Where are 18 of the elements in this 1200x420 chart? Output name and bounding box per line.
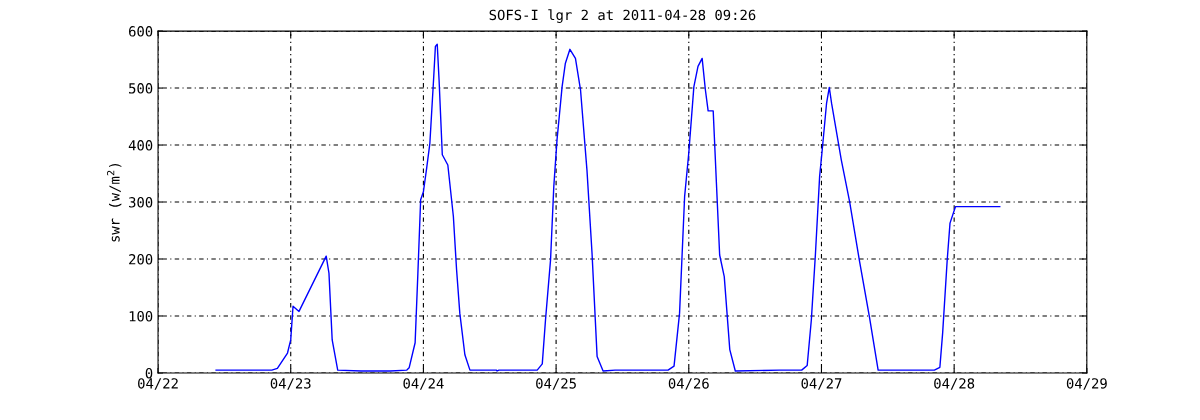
x-tick-label: 04/26 bbox=[668, 378, 709, 390]
y-tick-label: 300 bbox=[129, 197, 153, 208]
y-tick-label: 600 bbox=[129, 26, 153, 37]
x-tick-label: 04/27 bbox=[801, 378, 842, 390]
x-tick-label: 04/23 bbox=[270, 378, 311, 390]
y-tick-label: 400 bbox=[128, 140, 153, 151]
chart-title: SOFS-I lgr 2 at 2011-04-28 09:26 bbox=[489, 9, 756, 23]
x-tick-label: 04/22 bbox=[138, 378, 178, 390]
y-tick-label: 100 bbox=[129, 310, 153, 322]
x-tick-label: 04/28 bbox=[934, 378, 975, 390]
x-tick-label: 04/29 bbox=[1066, 378, 1107, 390]
y-tick-label: 200 bbox=[129, 254, 153, 265]
y-axis-title: swr (w/m$^{2}$) bbox=[107, 164, 122, 242]
x-tick-label: 04/24 bbox=[403, 378, 444, 390]
line-series bbox=[215, 43, 1001, 372]
x-tick-label: 04/25 bbox=[536, 378, 576, 390]
y-tick-label: 500 bbox=[129, 83, 153, 94]
y-tick-label: 0 bbox=[145, 367, 153, 379]
